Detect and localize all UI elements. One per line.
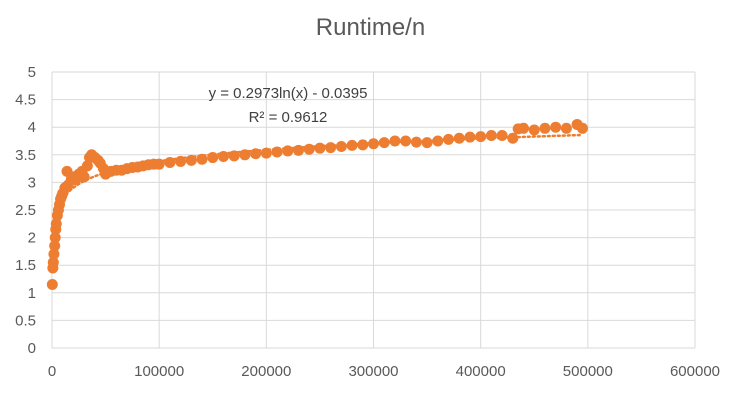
y-tick-label: 3 xyxy=(28,174,36,191)
data-point xyxy=(576,122,588,134)
data-point xyxy=(325,142,337,154)
chart-title: Runtime/n xyxy=(315,14,426,41)
data-point xyxy=(49,240,61,252)
data-point xyxy=(314,142,326,154)
gridlines xyxy=(51,71,696,349)
data-point xyxy=(47,256,59,268)
data-point xyxy=(410,136,422,148)
data-point xyxy=(346,139,358,151)
data-point xyxy=(464,131,476,143)
data-point xyxy=(496,129,508,141)
x-tick-label: 0 xyxy=(48,363,56,380)
x-tick-label: 300000 xyxy=(348,363,398,380)
y-tick-label: 2.5 xyxy=(15,202,36,219)
y-tick-label: 4 xyxy=(28,119,36,136)
y-tick-label: 1 xyxy=(28,285,36,302)
data-point xyxy=(539,122,551,134)
trendline-path xyxy=(51,133,584,258)
data-point xyxy=(81,160,93,172)
trendline xyxy=(51,133,584,258)
data-point xyxy=(475,131,487,143)
x-tick-label: 100000 xyxy=(134,363,184,380)
y-tick-label: 2 xyxy=(28,230,36,247)
x-tick-label: 400000 xyxy=(456,363,506,380)
trendline-equation: y = 0.2973ln(x) - 0.0395 xyxy=(209,85,368,102)
y-tick-label: 0 xyxy=(28,340,36,357)
y-tick-label: 0.5 xyxy=(15,312,36,329)
y-tick-label: 1.5 xyxy=(15,257,36,274)
data-point xyxy=(550,121,562,133)
data-point xyxy=(518,122,530,134)
data-point xyxy=(421,137,433,149)
data-point xyxy=(46,279,58,291)
y-tick-label: 5 xyxy=(28,64,36,81)
x-tick-label: 200000 xyxy=(241,363,291,380)
y-tick-label: 4.5 xyxy=(15,92,36,109)
data-point xyxy=(528,124,540,136)
y-tick-label: 3.5 xyxy=(15,147,36,164)
axes: 0 0.5 1 1.5 2 2.5 3 3.5 4 4.5 5 0 100000 200000 300000… xyxy=(15,64,720,380)
trendline-r-squared: R² = 0.9612 xyxy=(249,109,328,126)
data-point xyxy=(282,145,294,157)
x-tick-label: 500000 xyxy=(563,363,613,380)
data-point xyxy=(560,122,572,134)
x-tick-label: 600000 xyxy=(670,363,720,380)
data-series xyxy=(46,118,588,291)
data-point xyxy=(335,141,347,153)
